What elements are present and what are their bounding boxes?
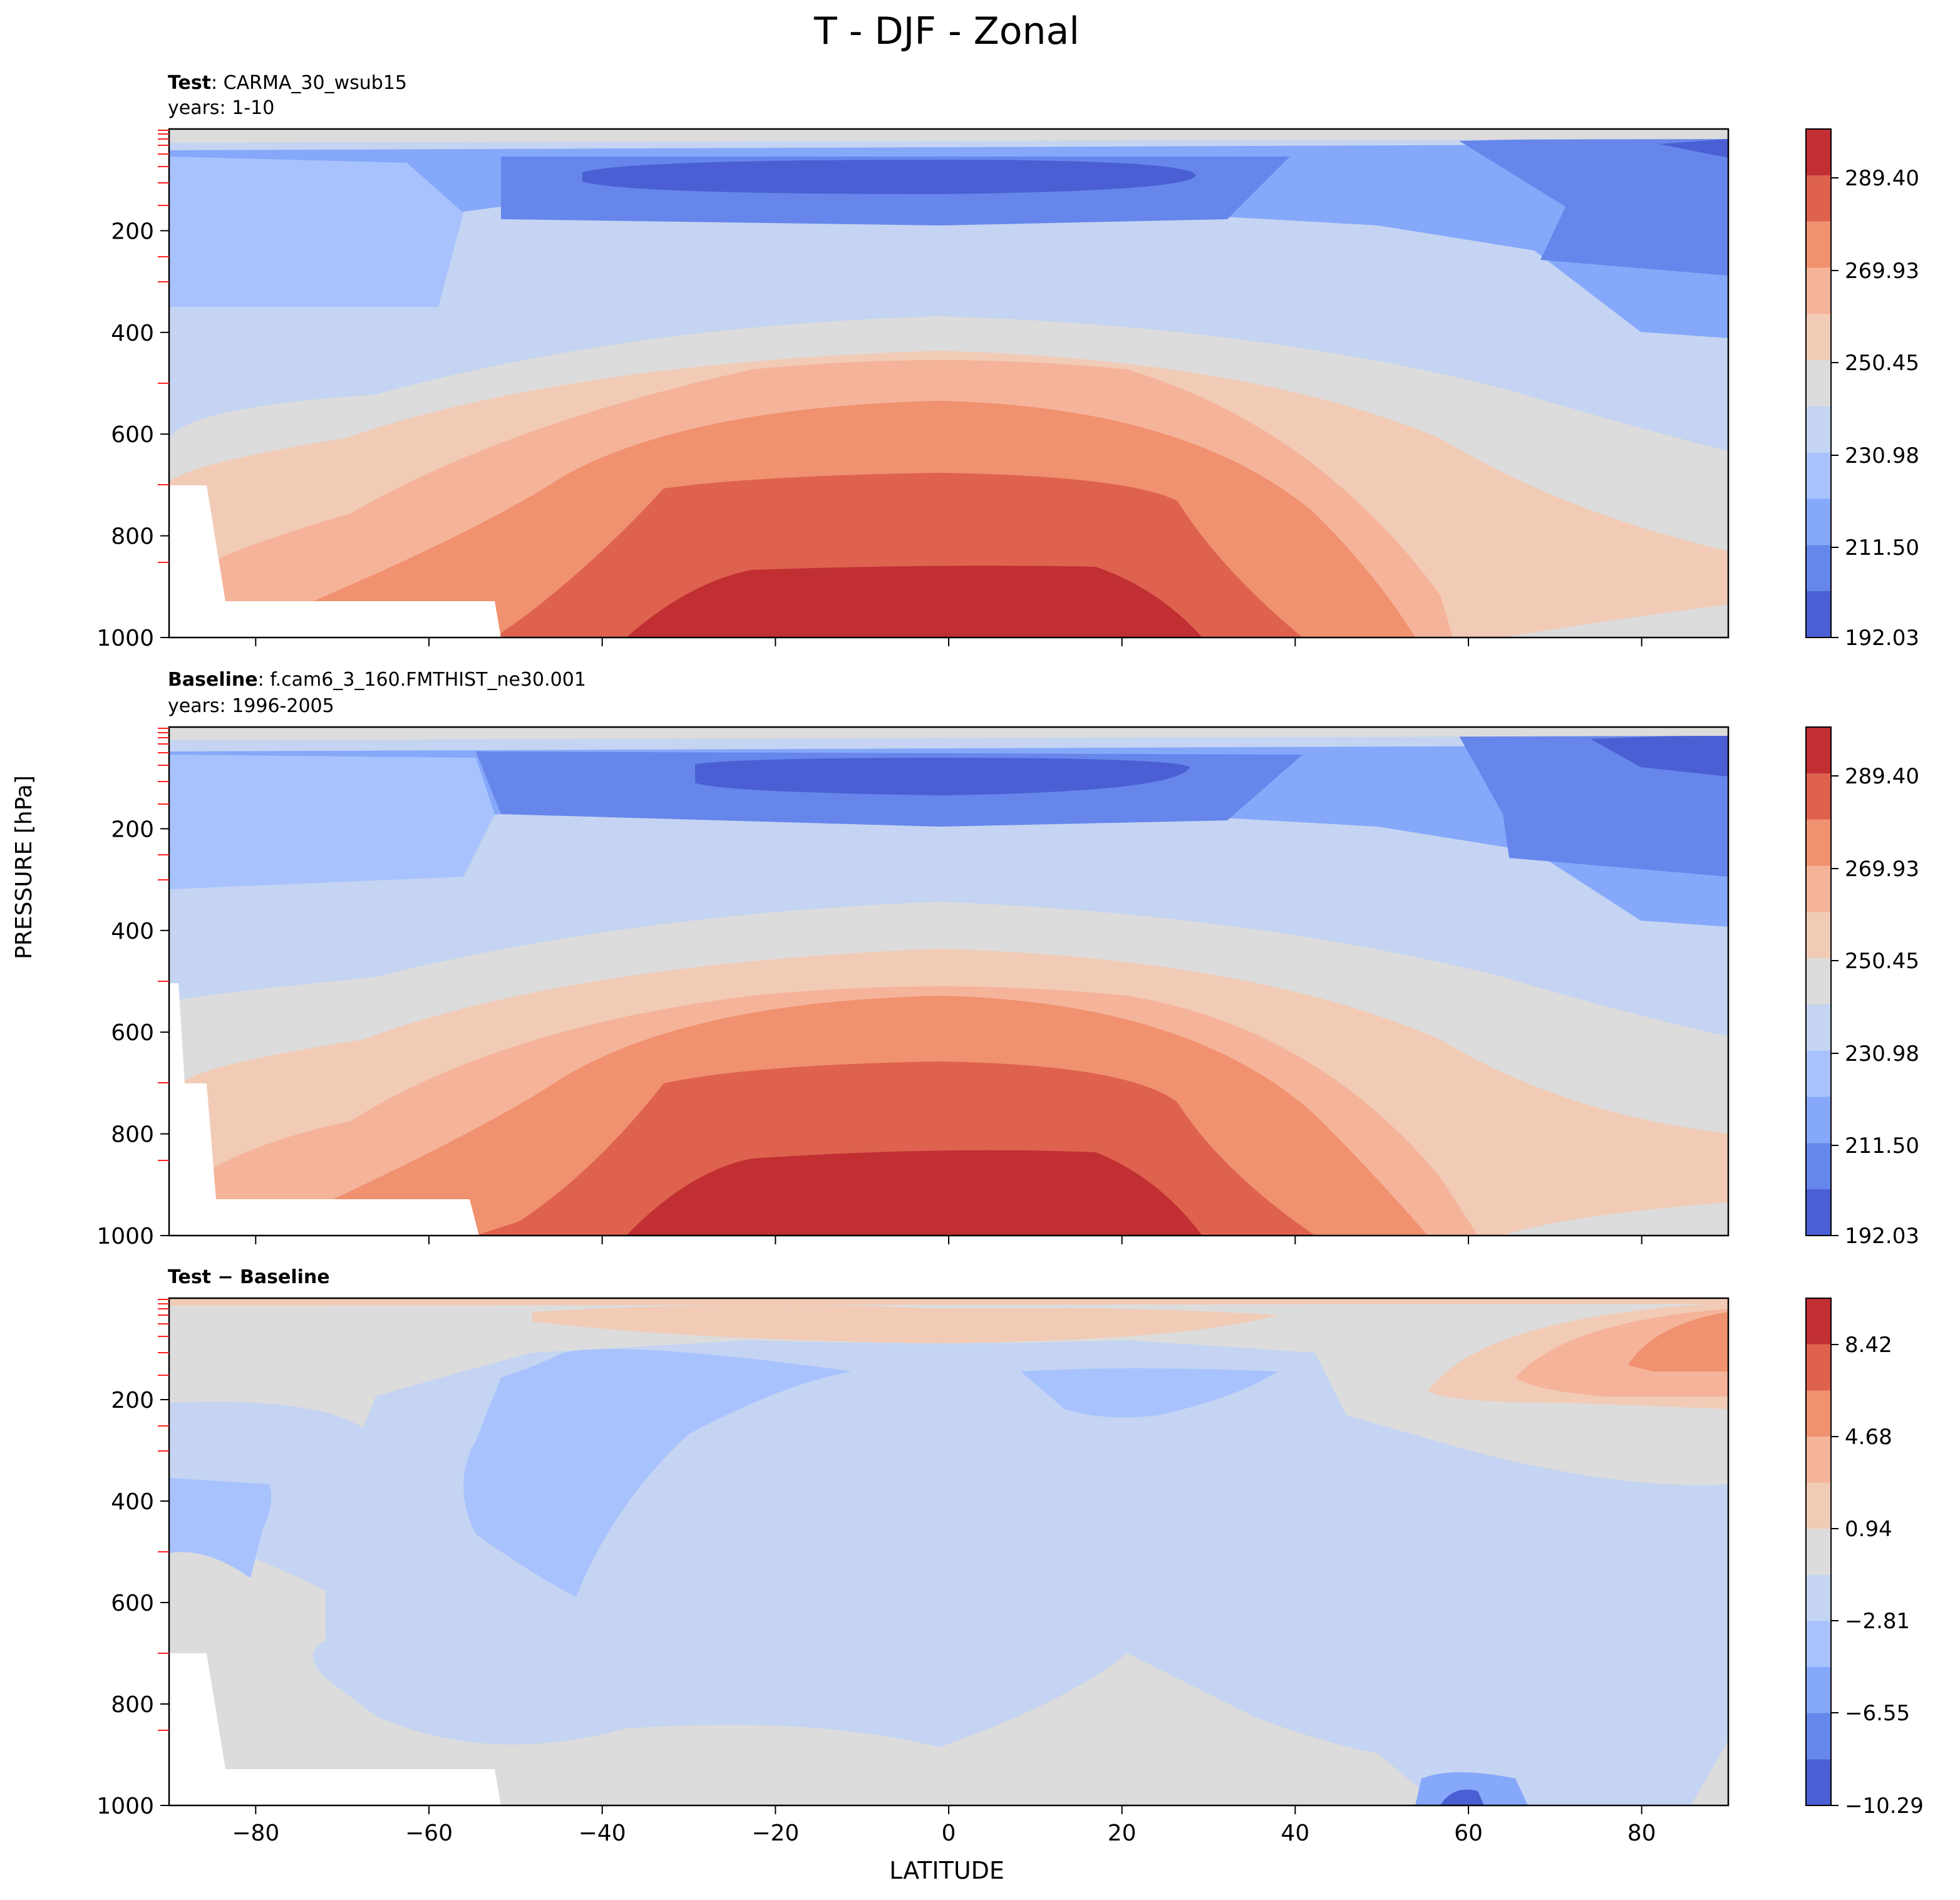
panel-difference-contours [169, 1298, 1728, 1805]
panel-baseline-colorbar-ticks: 289.40 269.93 250.45 230.98 211.50 192.0… [1831, 764, 1919, 1249]
contour-band [169, 1298, 1728, 1306]
panel-test-contours [169, 129, 1728, 638]
colorbar-tick-label: 192.03 [1845, 1224, 1919, 1249]
panel-test: Test: CARMA_30_wsub15 years: 1-10 [96, 72, 1919, 651]
missing-data-region [169, 1653, 501, 1805]
panel-test-title: Test: CARMA_30_wsub15 [168, 72, 407, 94]
y-tick-label: 400 [111, 1489, 154, 1515]
x-tick-label: 20 [1108, 1820, 1137, 1846]
contour-band [626, 1150, 1202, 1236]
contour-band [582, 160, 1196, 194]
contour-band [532, 1304, 1277, 1343]
panel-test-colorbar [1805, 128, 1832, 638]
colorbar-tick-label: 250.45 [1845, 949, 1919, 974]
contour-band [1459, 135, 1728, 276]
x-tick-label: 80 [1627, 1820, 1656, 1846]
colorbar-tick-label: 211.50 [1845, 535, 1919, 560]
contour-band [1628, 1312, 1728, 1371]
x-tick-label: −80 [232, 1820, 279, 1846]
x-tick-label: 40 [1281, 1820, 1309, 1846]
colorbar-tick-label: 4.68 [1845, 1425, 1892, 1450]
x-tick-label: −40 [579, 1820, 626, 1846]
colorbar-tick-label: 250.45 [1845, 351, 1919, 376]
contour-band [169, 1478, 272, 1578]
y-tick-label: 400 [111, 321, 154, 346]
colorbar-tick-label: 230.98 [1845, 443, 1919, 468]
contour-band [169, 157, 463, 307]
colorbar-tick-label: 0.94 [1845, 1517, 1892, 1542]
panel-baseline-colorbar [1805, 726, 1832, 1236]
panel-difference-axis-ticks: −80 −60 −40 −20 0 20 40 60 80 200 400 600 800 1000 [96, 1388, 1656, 1846]
colorbar-tick-label: 289.40 [1845, 764, 1919, 789]
colorbar-tick-label: 192.03 [1845, 626, 1919, 651]
y-tick-label: 1000 [96, 626, 154, 651]
panel-baseline-contours [169, 727, 1728, 1236]
y-tick-label: 1000 [96, 1224, 154, 1249]
colorbar-tick-label: 269.93 [1845, 259, 1919, 284]
colorbar-tick-label: −6.55 [1845, 1701, 1910, 1726]
colorbar-tick-label: 8.42 [1845, 1333, 1892, 1358]
x-tick-label: 0 [942, 1820, 956, 1846]
contour-band [695, 758, 1190, 795]
contour-band [169, 727, 1728, 740]
panel-difference-title: Test − Baseline [168, 1266, 330, 1288]
contour-band [1440, 1789, 1484, 1805]
contour-band [626, 565, 1202, 638]
panel-difference-colorbar [1805, 1298, 1832, 1806]
panel-baseline-minor-ticks [158, 728, 169, 1161]
panel-test-axis-ticks: 200 400 600 800 1000 [96, 219, 1643, 651]
colorbar-tick-label: 289.40 [1845, 166, 1919, 191]
y-axis-label: PRESSURE [hPa] [11, 775, 37, 959]
y-tick-label: 800 [111, 1122, 154, 1148]
y-tick-label: 600 [111, 1020, 154, 1046]
contour-band [169, 129, 1728, 143]
x-tick-label: −20 [751, 1820, 799, 1846]
panel-test-colorbar-ticks: 289.40 269.93 250.45 230.98 211.50 192.0… [1831, 166, 1919, 651]
x-tick-label: −60 [405, 1820, 453, 1846]
y-tick-label: 800 [111, 1692, 154, 1718]
missing-data-region [169, 983, 479, 1236]
y-tick-label: 600 [111, 1591, 154, 1616]
colorbar-tick-label: −2.81 [1845, 1609, 1910, 1634]
contour-band [1021, 1368, 1277, 1418]
x-axis-label: LATITUDE [889, 1857, 1004, 1884]
y-tick-label: 1000 [96, 1794, 154, 1819]
panel-test-subtitle: years: 1-10 [168, 97, 274, 119]
y-tick-label: 800 [111, 524, 154, 550]
panel-difference-colorbar-ticks: 8.42 4.68 0.94 −2.81 −6.55 −10.29 [1831, 1333, 1924, 1819]
missing-data-region [169, 485, 501, 638]
panel-baseline-axis-ticks: 200 400 600 800 1000 [96, 817, 1643, 1249]
contour-band [1659, 139, 1728, 158]
colorbar-tick-label: −10.29 [1845, 1794, 1924, 1819]
panel-difference: Test − Baseline −80 −60 −40 −20 0 [96, 1266, 1923, 1846]
contour-band [169, 755, 495, 889]
contour-band [1591, 734, 1728, 777]
x-tick-label: 60 [1454, 1820, 1483, 1846]
y-tick-label: 200 [111, 1388, 154, 1413]
figure-title: T - DJF - Zonal [813, 9, 1080, 53]
panel-test-minor-ticks [158, 130, 169, 563]
y-tick-label: 600 [111, 422, 154, 448]
panel-baseline-subtitle: years: 1996-2005 [168, 695, 334, 717]
colorbar-tick-label: 211.50 [1845, 1133, 1919, 1159]
contour-band [463, 1349, 852, 1597]
panel-baseline-title: Baseline: f.cam6_3_160.FMTHIST_ne30.001 [168, 669, 586, 691]
colorbar-tick-label: 230.98 [1845, 1041, 1919, 1066]
y-tick-label: 400 [111, 919, 154, 944]
y-tick-label: 200 [111, 219, 154, 244]
y-tick-label: 200 [111, 817, 154, 842]
panel-baseline: Baseline: f.cam6_3_160.FMTHIST_ne30.001 … [96, 669, 1919, 1249]
panel-difference-minor-ticks [158, 1299, 169, 1731]
colorbar-tick-label: 269.93 [1845, 857, 1919, 882]
contour-band [1415, 1772, 1528, 1805]
